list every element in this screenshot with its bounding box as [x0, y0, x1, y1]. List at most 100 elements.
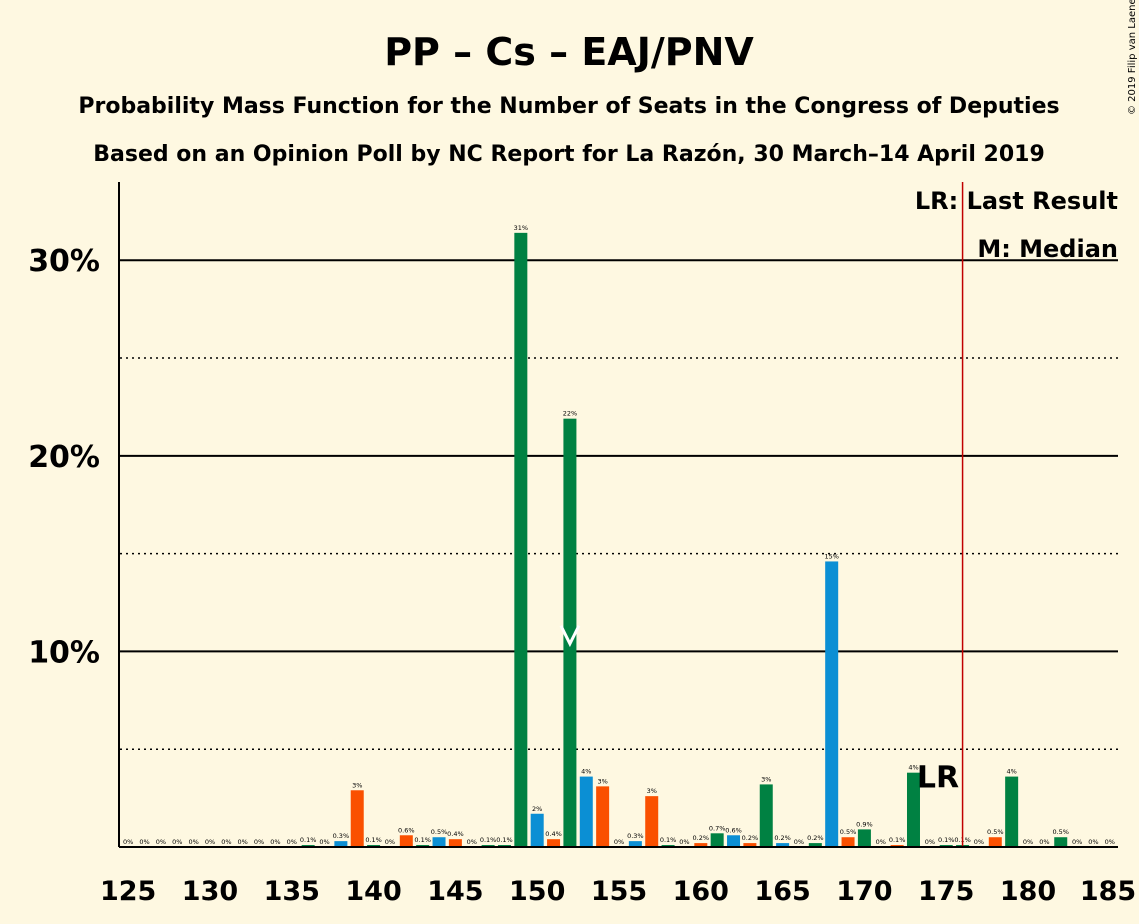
bar-173 — [906, 772, 920, 847]
x-tick-label: 140 — [345, 876, 401, 907]
bar-label-156: 0.3% — [627, 832, 644, 840]
bar-label-141: 0% — [385, 838, 395, 846]
bar-label-161: 0.7% — [709, 824, 726, 832]
bar-label-125: 0% — [123, 838, 133, 846]
bar-label-168: 15% — [824, 552, 838, 560]
bar-label-167: 0.2% — [807, 834, 824, 842]
bar-168 — [825, 561, 839, 847]
bar-label-171: 0% — [876, 838, 886, 846]
x-tick-label: 180 — [1000, 876, 1056, 907]
bar-145 — [448, 839, 462, 847]
bar-label-164: 3% — [761, 775, 771, 783]
bar-label-175: 0.1% — [938, 836, 955, 844]
bar-label-147: 0.1% — [480, 836, 497, 844]
x-tick-label: 165 — [754, 876, 810, 907]
chart-title: PP – Cs – EAJ/PNV — [384, 30, 754, 74]
bar-label-140: 0.1% — [365, 836, 382, 844]
bar-167 — [808, 843, 822, 847]
x-tick-label: 135 — [264, 876, 320, 907]
x-tick-label: 130 — [182, 876, 238, 907]
bar-label-126: 0% — [139, 838, 149, 846]
bar-170 — [857, 829, 871, 847]
bar-label-184: 0% — [1088, 838, 1098, 846]
bar-label-162: 0.6% — [725, 826, 742, 834]
bar-label-135: 0% — [287, 838, 297, 846]
bar-label-150: 2% — [532, 805, 542, 813]
x-tick-label: 160 — [673, 876, 729, 907]
bar-label-169: 0.5% — [840, 828, 857, 836]
x-tick-label: 170 — [836, 876, 892, 907]
bar-label-180: 0% — [1023, 838, 1033, 846]
bar-label-128: 0% — [172, 838, 182, 846]
bar-label-136: 0.1% — [300, 836, 317, 844]
bar-label-166: 0% — [794, 838, 804, 846]
copyright-note: © 2019 Filip van Laenen — [1127, 0, 1138, 115]
y-tick-label: 30% — [28, 244, 100, 279]
bar-label-151: 0.4% — [545, 830, 562, 838]
bar-160 — [694, 843, 708, 847]
bar-label-145: 0.4% — [447, 830, 464, 838]
bar-label-165: 0.2% — [774, 834, 791, 842]
bar-149 — [514, 232, 528, 848]
markers-group: LR — [559, 182, 964, 847]
bar-label-158: 0.1% — [660, 836, 677, 844]
bar-156 — [628, 841, 642, 847]
bar-154 — [596, 786, 610, 847]
bar-label-185: 0% — [1105, 838, 1115, 846]
bar-label-133: 0% — [254, 838, 264, 846]
bar-label-160: 0.2% — [693, 834, 710, 842]
bar-label-178: 0.5% — [987, 828, 1004, 836]
bar-label-127: 0% — [156, 838, 166, 846]
bar-182 — [1054, 837, 1068, 847]
legend-last-result: LR: Last Result — [915, 187, 1118, 215]
x-tick-label: 185 — [1080, 876, 1136, 907]
bar-150 — [530, 813, 544, 847]
bar-label-134: 0% — [270, 838, 280, 846]
bar-label-173: 4% — [908, 764, 918, 772]
bar-164 — [759, 784, 773, 847]
bar-label-149: 31% — [514, 224, 528, 232]
chart-subtitle-2: Based on an Opinion Poll by NC Report fo… — [93, 142, 1045, 167]
bar-169 — [841, 837, 855, 847]
bar-label-174: 0% — [925, 838, 935, 846]
bar-161 — [710, 833, 724, 847]
bar-label-179: 4% — [1006, 768, 1016, 776]
x-tick-label: 145 — [427, 876, 483, 907]
bar-label-155: 0% — [614, 838, 624, 846]
bar-label-181: 0% — [1039, 838, 1049, 846]
bar-label-172: 0.1% — [889, 836, 906, 844]
bar-label-177: 0% — [974, 838, 984, 846]
bar-151 — [547, 839, 561, 847]
bar-labels-group: 0% 0% 0% 0% 0% 0% 0% 0% 0% 0% 0% 0.1% 0%0.3%3%0.1% 0%… — [123, 224, 1115, 846]
bar-label-144: 0.5% — [431, 828, 448, 836]
x-tick-label: 155 — [591, 876, 647, 907]
bar-144 — [432, 837, 446, 847]
bar-label-132: 0% — [238, 838, 248, 846]
bar-179 — [1005, 776, 1019, 847]
bar-142 — [399, 835, 413, 847]
bar-label-154: 3% — [597, 777, 607, 785]
bar-label-146: 0% — [467, 838, 477, 846]
bar-label-143: 0.1% — [414, 836, 431, 844]
bar-138 — [334, 841, 348, 847]
legend-median: M: Median — [977, 235, 1118, 263]
last-result-marker: LR — [917, 761, 959, 796]
bar-162 — [727, 835, 741, 847]
bar-label-130: 0% — [205, 838, 215, 846]
bar-label-138: 0.3% — [333, 832, 350, 840]
x-tick-label: 125 — [100, 876, 156, 907]
bar-label-159: 0% — [679, 838, 689, 846]
bar-157 — [645, 796, 659, 847]
chart-subtitle-1: Probability Mass Function for the Number… — [78, 94, 1059, 119]
bar-label-142: 0.6% — [398, 826, 415, 834]
bar-label-153: 4% — [581, 768, 591, 776]
bar-label-152: 22% — [563, 410, 577, 418]
bar-163 — [743, 843, 757, 847]
bar-label-183: 0% — [1072, 838, 1082, 846]
bar-label-129: 0% — [188, 838, 198, 846]
bar-label-131: 0% — [221, 838, 231, 846]
axes-group: 125 130 135 140 145 150 155 160 165 170 175 180 185 — [100, 182, 1136, 907]
bar-label-139: 3% — [352, 781, 362, 789]
